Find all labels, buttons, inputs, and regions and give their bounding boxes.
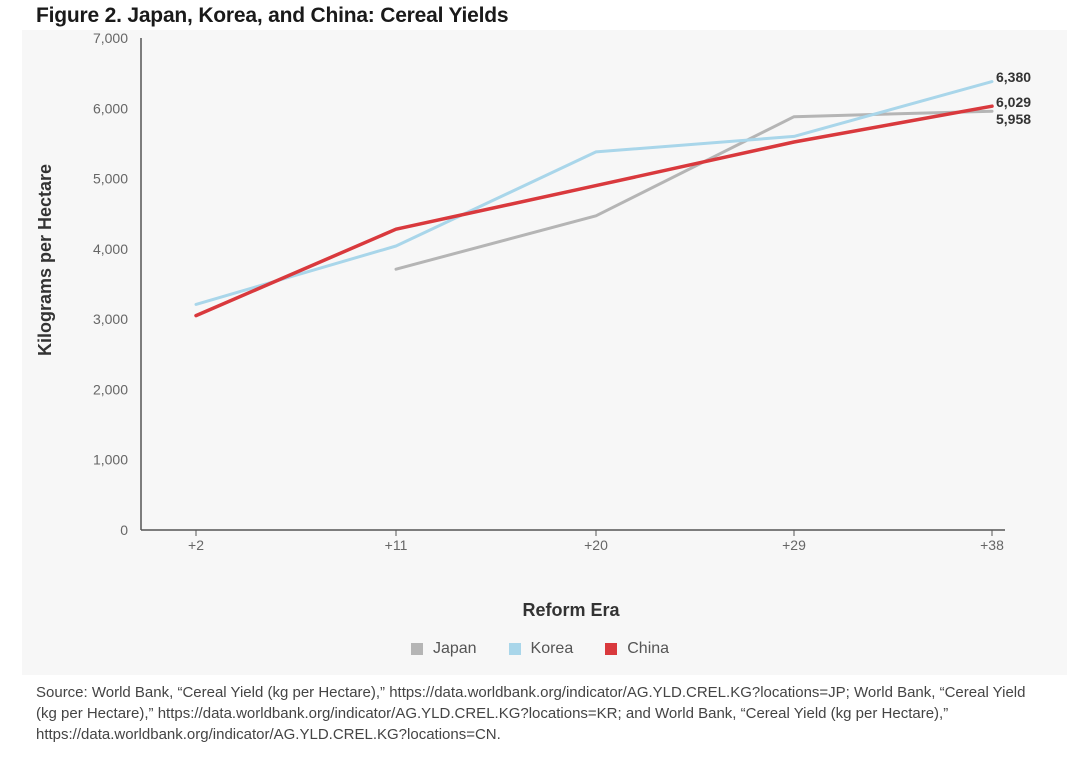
y-tick-label: 1,000 <box>93 452 128 468</box>
y-tick-label: 0 <box>120 522 128 538</box>
series-line-china <box>194 104 994 318</box>
x-tick-label: +38 <box>980 537 1004 553</box>
legend-item-korea: Korea <box>508 640 574 658</box>
legend-item-china: China <box>605 640 669 658</box>
y-tick-labels: 0 1,000 2,000 3,000 4,000 5,000 6,000 7,000 <box>93 30 128 538</box>
x-axis-title: Reform Era <box>522 600 620 620</box>
y-tick-label: 4,000 <box>93 241 128 257</box>
legend-swatch <box>605 643 618 655</box>
y-tick-label: 7,000 <box>93 30 128 46</box>
axes <box>140 38 1005 531</box>
source-note: Source: World Bank, “Cereal Yield (kg pe… <box>36 684 1026 743</box>
x-tick-labels: +2 +11 +20 +29 +38 <box>188 530 1004 553</box>
legend-swatch <box>410 643 423 655</box>
x-tick-label: +2 <box>188 537 204 553</box>
end-label-china: 6,029 <box>996 94 1031 110</box>
end-label-korea: 6,380 <box>996 69 1031 85</box>
x-tick-label: +20 <box>584 537 608 553</box>
y-axis-title: Kilograms per Hectare <box>35 164 55 356</box>
legend-label: Japan <box>432 640 477 657</box>
figure-title: Figure 2. Japan, Korea, and China: Cerea… <box>36 4 509 27</box>
y-tick-label: 5,000 <box>93 171 128 187</box>
series-line-korea <box>194 80 994 306</box>
chart-panel <box>22 30 1067 675</box>
series-line-japan <box>394 109 994 271</box>
legend: Japan Korea China <box>0 640 1080 658</box>
x-tick-label: +29 <box>782 537 806 553</box>
x-tick-label: +11 <box>385 537 408 553</box>
y-tick-label: 2,000 <box>93 381 128 397</box>
y-tick-label: 3,000 <box>93 311 128 327</box>
legend-item-japan: Japan <box>410 640 477 658</box>
y-tick-label: 6,000 <box>93 100 128 116</box>
legend-swatch <box>508 643 521 655</box>
end-label-japan: 5,958 <box>996 111 1031 127</box>
series-lines <box>194 80 994 318</box>
legend-label: China <box>627 640 670 657</box>
legend-label: Korea <box>530 640 574 657</box>
